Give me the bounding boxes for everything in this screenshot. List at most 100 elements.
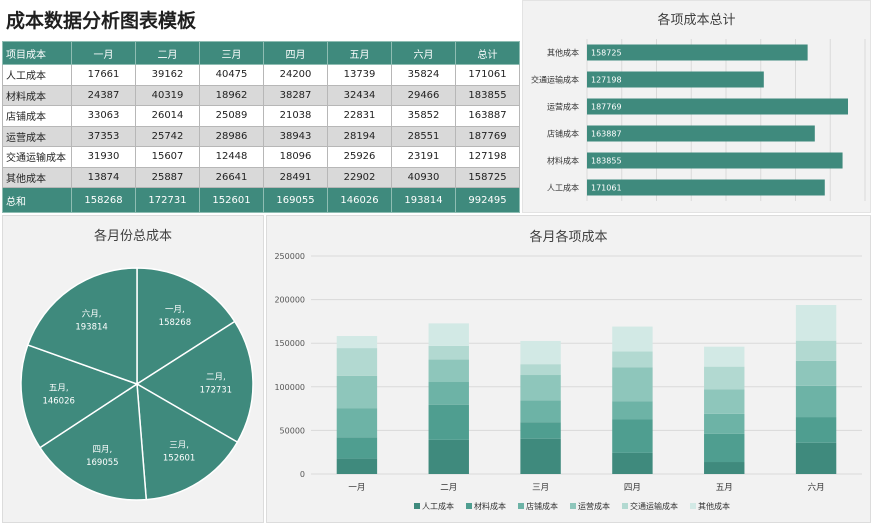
total-cell[interactable]: 146026 bbox=[327, 187, 392, 213]
stacked-bar-segment[interactable] bbox=[336, 458, 378, 474]
stacked-bar-segment[interactable] bbox=[428, 382, 469, 405]
stacked-bar-segment[interactable] bbox=[520, 438, 561, 474]
pie-slice[interactable] bbox=[20, 343, 139, 449]
stacked-bar-segment[interactable] bbox=[520, 364, 561, 376]
pie-slice[interactable] bbox=[26, 267, 138, 386]
table-cell[interactable]: 12448 bbox=[199, 146, 264, 168]
table-cell[interactable]: 13739 bbox=[327, 64, 392, 86]
bar[interactable] bbox=[587, 44, 808, 61]
stacked-bar-segment[interactable] bbox=[795, 304, 837, 341]
table-cell[interactable]: 25887 bbox=[135, 166, 200, 188]
table-cell[interactable]: 38943 bbox=[263, 125, 328, 147]
table-cell[interactable]: 26014 bbox=[135, 105, 200, 127]
stacked-bar-segment[interactable] bbox=[795, 417, 837, 443]
table-cell[interactable]: 25742 bbox=[135, 125, 200, 147]
table-cell[interactable]: 183855 bbox=[455, 84, 520, 106]
pie-slice[interactable] bbox=[135, 320, 254, 444]
table-cell[interactable]: 15607 bbox=[135, 146, 200, 168]
table-cell[interactable]: 25926 bbox=[327, 146, 392, 168]
table-cell[interactable]: 32434 bbox=[327, 84, 392, 106]
stacked-bar-segment[interactable] bbox=[704, 389, 745, 414]
stacked-bar-segment[interactable] bbox=[612, 367, 653, 402]
row-label-cell[interactable]: 人工成本 bbox=[2, 64, 72, 86]
row-label-cell[interactable]: 运营成本 bbox=[2, 125, 72, 147]
table-cell[interactable]: 13874 bbox=[71, 166, 136, 188]
table-cell[interactable]: 22831 bbox=[327, 105, 392, 127]
table-cell[interactable]: 28194 bbox=[327, 125, 392, 147]
table-cell[interactable]: 28986 bbox=[199, 125, 264, 147]
row-label-cell[interactable]: 店铺成本 bbox=[2, 105, 72, 127]
stacked-bar-segment[interactable] bbox=[520, 375, 561, 401]
stacked-bar-segment[interactable] bbox=[428, 323, 469, 346]
stacked-bar-segment[interactable] bbox=[612, 351, 653, 368]
pie-slice[interactable] bbox=[136, 267, 236, 386]
table-cell[interactable]: 38287 bbox=[263, 84, 328, 106]
total-cell[interactable]: 169055 bbox=[263, 187, 328, 213]
table-cell[interactable]: 28491 bbox=[263, 166, 328, 188]
stacked-bar-segment[interactable] bbox=[704, 346, 745, 367]
bar[interactable] bbox=[587, 179, 825, 196]
stacked-bar-segment[interactable] bbox=[795, 340, 837, 361]
stacked-bar-segment[interactable] bbox=[520, 340, 561, 365]
total-cell[interactable]: 193814 bbox=[391, 187, 456, 213]
stacked-bar-segment[interactable] bbox=[612, 401, 653, 420]
stacked-bar-segment[interactable] bbox=[336, 375, 378, 409]
table-cell[interactable]: 31930 bbox=[71, 146, 136, 168]
stacked-bar-segment[interactable] bbox=[428, 404, 469, 440]
table-cell[interactable]: 40319 bbox=[135, 84, 200, 106]
monthly-total-pie-chart[interactable]: 各月份总成本 一月, 158268 二月, 172731 三月, 152601 四月, 169… bbox=[2, 215, 264, 523]
table-cell[interactable]: 35852 bbox=[391, 105, 456, 127]
table-cell[interactable]: 18962 bbox=[199, 84, 264, 106]
stacked-bar-segment[interactable] bbox=[704, 433, 745, 463]
table-cell[interactable]: 25089 bbox=[199, 105, 264, 127]
stacked-bar-segment[interactable] bbox=[704, 462, 745, 474]
stacked-bar-segment[interactable] bbox=[795, 385, 837, 418]
table-cell[interactable]: 39162 bbox=[135, 64, 200, 86]
row-label-cell[interactable]: 交通运输成本 bbox=[2, 146, 72, 168]
stacked-bar-segment[interactable] bbox=[428, 345, 469, 360]
table-cell[interactable]: 37353 bbox=[71, 125, 136, 147]
table-cell[interactable]: 28551 bbox=[391, 125, 456, 147]
stacked-bar-segment[interactable] bbox=[795, 442, 837, 474]
stacked-bar-segment[interactable] bbox=[520, 422, 561, 439]
stacked-bar-segment[interactable] bbox=[336, 408, 378, 438]
stacked-bar-segment[interactable] bbox=[704, 366, 745, 390]
total-cost-bar-chart[interactable]: 各项成本总计 其他成本 158725 交通运输成本 127198 运营成本 187769 店… bbox=[522, 0, 871, 213]
table-cell[interactable]: 22902 bbox=[327, 166, 392, 188]
total-cell[interactable]: 172731 bbox=[135, 187, 200, 213]
stacked-bar-segment[interactable] bbox=[612, 326, 653, 352]
bar[interactable] bbox=[587, 125, 815, 142]
table-cell[interactable]: 35824 bbox=[391, 64, 456, 86]
table-cell[interactable]: 21038 bbox=[263, 105, 328, 127]
stacked-bar-segment[interactable] bbox=[336, 335, 378, 349]
stacked-bar-segment[interactable] bbox=[336, 348, 378, 376]
stacked-bar-segment[interactable] bbox=[612, 452, 653, 474]
total-cell[interactable]: 158268 bbox=[71, 187, 136, 213]
stacked-bar-segment[interactable] bbox=[704, 413, 745, 434]
table-cell[interactable]: 23191 bbox=[391, 146, 456, 168]
stacked-bar-segment[interactable] bbox=[428, 359, 469, 383]
stacked-bar-segment[interactable] bbox=[520, 400, 561, 423]
table-cell[interactable]: 17661 bbox=[71, 64, 136, 86]
total-cell[interactable]: 152601 bbox=[199, 187, 264, 213]
stacked-bar-segment[interactable] bbox=[612, 419, 653, 453]
bar[interactable] bbox=[587, 152, 843, 169]
table-cell[interactable]: 40475 bbox=[199, 64, 264, 86]
table-cell[interactable]: 18096 bbox=[263, 146, 328, 168]
table-cell[interactable]: 24200 bbox=[263, 64, 328, 86]
pie-slice[interactable] bbox=[136, 382, 239, 501]
monthly-cost-stacked-chart[interactable]: 各月各项成本 0 50000 100000 150000 200000 250000 一月 二… bbox=[266, 215, 871, 523]
stacked-bar-segment[interactable] bbox=[795, 360, 837, 386]
table-cell[interactable]: 40930 bbox=[391, 166, 456, 188]
bar[interactable] bbox=[587, 71, 764, 88]
table-cell[interactable]: 24387 bbox=[71, 84, 136, 106]
table-cell[interactable]: 127198 bbox=[455, 146, 520, 168]
table-cell[interactable]: 187769 bbox=[455, 125, 520, 147]
total-cell[interactable]: 992495 bbox=[455, 187, 520, 213]
row-label-cell[interactable]: 材料成本 bbox=[2, 84, 72, 106]
stacked-bar-segment[interactable] bbox=[428, 439, 469, 474]
pie-slice[interactable] bbox=[38, 382, 148, 501]
table-cell[interactable]: 33063 bbox=[71, 105, 136, 127]
table-cell[interactable]: 158725 bbox=[455, 166, 520, 188]
total-label-cell[interactable]: 总和 bbox=[2, 187, 72, 213]
